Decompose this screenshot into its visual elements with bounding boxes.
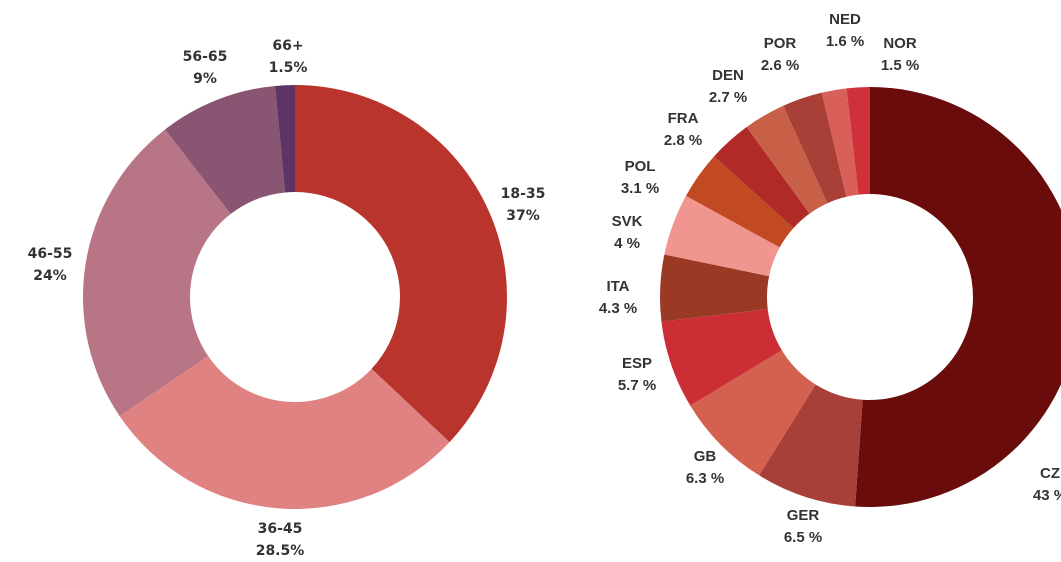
slice-label: NOR	[883, 35, 917, 52]
slice-label: ITA	[606, 278, 629, 295]
slice-label: 56-65	[183, 49, 228, 65]
slice-label: 46-55	[28, 246, 73, 262]
slice	[690, 350, 816, 476]
value-label: 2.7 %	[709, 89, 747, 106]
slice-label: POR	[764, 35, 797, 52]
value-label: 1.5 %	[881, 57, 919, 74]
value-label: 24%	[33, 268, 67, 284]
slice	[855, 87, 1061, 507]
slice	[714, 127, 810, 229]
slice-label: POL	[625, 158, 656, 175]
slice-label: SVK	[612, 213, 643, 230]
slice-label: GB	[694, 448, 717, 465]
slice-label: 18-35	[501, 186, 546, 202]
value-label: 5.7 %	[618, 377, 656, 394]
slice	[685, 156, 794, 248]
slice	[821, 88, 859, 197]
value-label: 37%	[506, 208, 540, 224]
slice-label: 66+	[272, 38, 303, 54]
value-label: 4 %	[614, 235, 640, 252]
slice	[165, 85, 286, 215]
value-label: 43 %	[1033, 487, 1061, 504]
value-label: 2.8 %	[664, 132, 702, 149]
slice-label: NED	[829, 11, 861, 28]
slice-label: FRA	[668, 110, 699, 127]
value-label: 9%	[193, 71, 217, 87]
slice	[83, 129, 231, 417]
value-label: 6.5 %	[784, 529, 822, 546]
slice	[783, 92, 847, 204]
value-label: 28.5%	[256, 543, 305, 559]
slice-label: ESP	[622, 355, 652, 372]
value-label: 6.3 %	[686, 470, 724, 487]
value-label: 3.1 %	[621, 180, 659, 197]
slice	[660, 254, 770, 322]
donut-chart: 18-35 37% 36-45 28.5% 46-55 24% 56-65 9% 66+ 1.5%	[28, 38, 546, 559]
slice	[746, 105, 828, 214]
slice	[846, 87, 870, 195]
slice-label: GER	[787, 507, 820, 524]
slice	[664, 195, 780, 277]
value-label: 1.5%	[269, 60, 308, 76]
slice	[275, 85, 295, 193]
slice-label: CZ	[1040, 465, 1060, 482]
value-label: 2.6 %	[761, 57, 799, 74]
slice	[759, 384, 863, 507]
value-label: 4.3 %	[599, 300, 637, 317]
slice	[661, 309, 782, 406]
value-label: 1.6 %	[826, 33, 864, 50]
slice	[119, 356, 450, 510]
slice-label: DEN	[712, 67, 744, 84]
donut-chart: CZ 43 % GER 6.5 % GB 6.3 % ESP 5.7 % ITA 4.3 % SVK…	[599, 11, 1061, 546]
slice-label: 36-45	[258, 521, 303, 537]
slice	[295, 85, 507, 443]
